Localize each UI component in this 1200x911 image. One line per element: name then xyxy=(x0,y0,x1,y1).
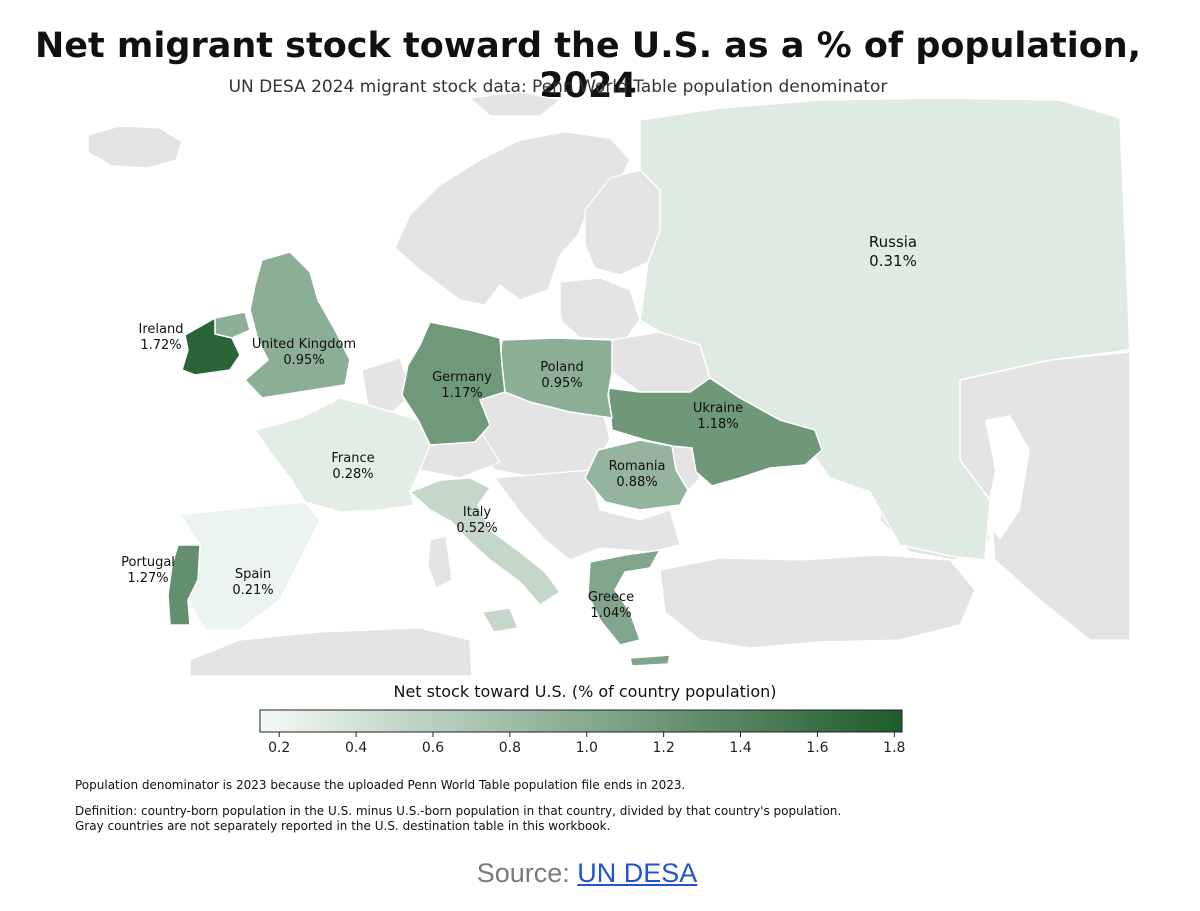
country-france xyxy=(253,397,431,513)
black-sea xyxy=(700,478,880,552)
country-greece xyxy=(587,549,662,646)
country-label-value: 1.72% xyxy=(140,338,181,353)
country-label-value: 0.52% xyxy=(456,521,497,536)
country-label-name: Ukraine xyxy=(693,401,743,416)
colorbar-tick-label: 1.2 xyxy=(653,740,675,756)
land-balkans xyxy=(493,469,681,561)
country-label-name: Spain xyxy=(235,567,271,582)
country-label-name: Greece xyxy=(588,590,634,605)
country-label-name: Romania xyxy=(609,459,666,474)
country-northern-ireland xyxy=(214,311,251,339)
country-label-value: 0.95% xyxy=(541,376,582,391)
land-svalbard xyxy=(468,91,562,117)
colorbar-tick-label: 0.8 xyxy=(499,740,521,756)
country-label-name: Poland xyxy=(540,360,583,375)
land-iceland xyxy=(87,125,183,169)
land-turkey xyxy=(659,554,976,649)
colorbar-tick-label: 0.4 xyxy=(345,740,367,756)
colorbar-gradient xyxy=(259,709,903,733)
colorbar-tick-label: 1.8 xyxy=(883,740,905,756)
country-label-name: Russia xyxy=(869,233,917,251)
country-romania xyxy=(584,439,689,511)
country-label-value: 0.31% xyxy=(869,252,917,270)
land-sardinia xyxy=(427,535,453,589)
country-label-value: 0.95% xyxy=(283,353,324,368)
country-label-name: United Kingdom xyxy=(252,337,356,352)
country-label-name: Portugal xyxy=(121,555,175,570)
caspian-sea xyxy=(985,415,1030,540)
country-label-value: 1.17% xyxy=(441,386,482,401)
map-subtitle: UN DESA 2024 migrant stock data; Penn Wo… xyxy=(228,77,888,97)
country-label-name: Italy xyxy=(463,505,492,520)
land-baltics xyxy=(559,277,641,341)
land-scandinavia xyxy=(394,131,631,306)
colorbar-tick-label: 1.0 xyxy=(576,740,598,756)
country-label-value: 0.88% xyxy=(616,475,657,490)
country-label-value: 1.04% xyxy=(590,606,631,621)
note-gray-countries: Gray countries are not separately report… xyxy=(75,819,611,833)
colorbar-title: Net stock toward U.S. (% of country popu… xyxy=(393,682,776,701)
land-benelux xyxy=(361,357,413,413)
country-label-value: 0.21% xyxy=(232,583,273,598)
country-label-value: 0.28% xyxy=(332,467,373,482)
country-label-value: 1.18% xyxy=(697,417,738,432)
country-germany xyxy=(401,321,506,446)
colorbar-tick-label: 0.2 xyxy=(268,740,290,756)
country-label-value: 1.27% xyxy=(127,571,168,586)
land-north-africa xyxy=(189,627,473,677)
country-crete xyxy=(629,654,671,667)
country-ireland xyxy=(181,316,241,376)
country-italy xyxy=(408,477,562,606)
colorbar-tick-label: 0.6 xyxy=(422,740,444,756)
country-label-name: Germany xyxy=(432,370,492,385)
source-link[interactable]: UN DESA xyxy=(577,858,698,888)
note-definition: Definition: country-born population in t… xyxy=(75,804,842,818)
baltic-sea xyxy=(515,290,565,345)
source-prefix: Source: xyxy=(476,858,578,888)
country-sicily xyxy=(480,607,520,633)
note-denominator: Population denominator is 2023 because t… xyxy=(75,778,686,792)
country-label-name: France xyxy=(331,451,374,466)
country-portugal xyxy=(167,544,201,626)
colorbar: Net stock toward U.S. (% of country popu… xyxy=(259,682,905,756)
country-spain xyxy=(178,501,321,631)
country-uk xyxy=(243,251,351,399)
country-russia xyxy=(639,97,1131,561)
country-label-name: Ireland xyxy=(139,322,184,337)
map-title: Net migrant stock toward the U.S. as a %… xyxy=(34,26,1142,106)
colorbar-tick-label: 1.6 xyxy=(806,740,828,756)
colorbar-tick-label: 1.4 xyxy=(729,740,751,756)
source-line: Source: UN DESA xyxy=(0,858,1174,889)
